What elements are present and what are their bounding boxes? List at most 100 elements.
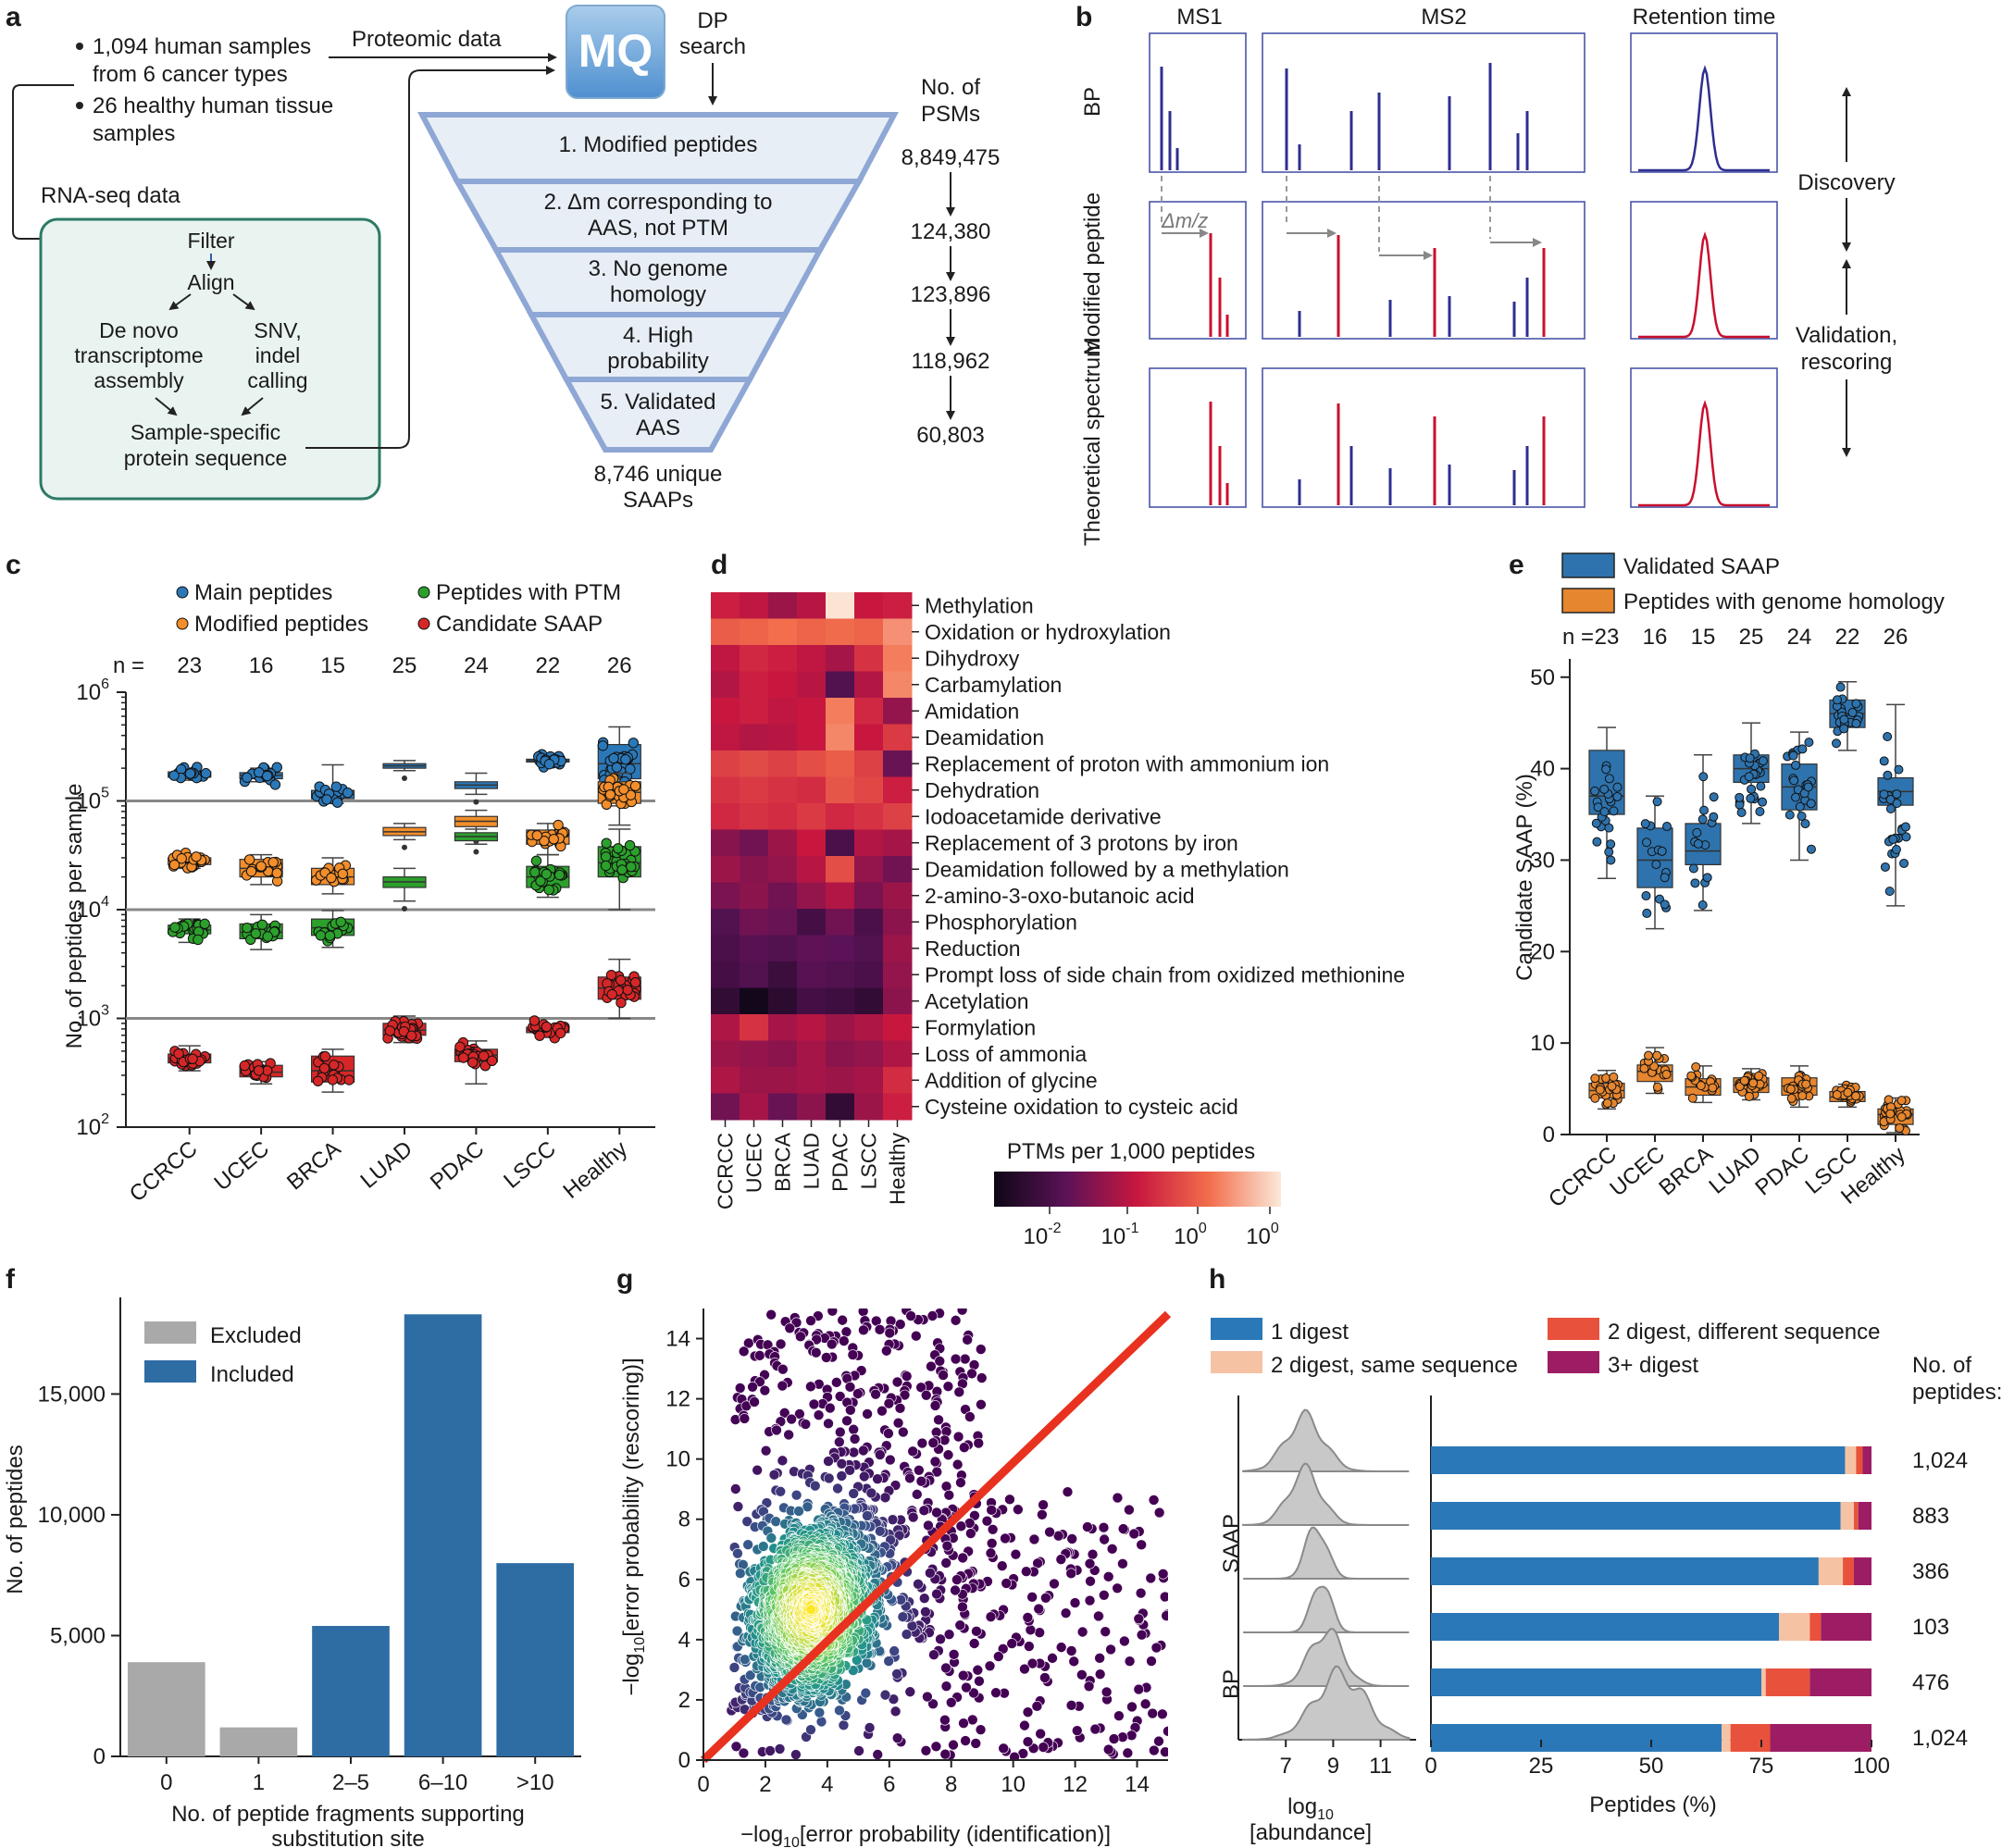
c-sample-point (173, 1048, 184, 1060)
g-xlabel: −log10[error probability (identification… (740, 1822, 1111, 1848)
g-point (1102, 1743, 1114, 1755)
abundance-ridge (1242, 1408, 1410, 1472)
g-point (969, 1509, 980, 1521)
heatmap-cell (740, 671, 769, 699)
c-sample-point (200, 768, 212, 779)
h-peptide-count: 1,024 (1912, 1726, 1968, 1751)
g-point (1087, 1548, 1099, 1560)
heatmap-cell (883, 671, 913, 699)
heatmap-cell (854, 987, 884, 1015)
g-point (920, 1389, 932, 1401)
ridge-xlabel-sub: 10 (1317, 1807, 1334, 1823)
g-point (945, 1696, 957, 1708)
e-sample-point (1709, 812, 1719, 822)
heatmap-col-label: UCEC (742, 1133, 766, 1193)
g-xtick-label: 0 (697, 1772, 709, 1797)
e-n-value: 22 (1835, 625, 1860, 650)
g-point (899, 1389, 911, 1401)
heatmap-cell (768, 724, 798, 751)
c-sample-point (625, 763, 636, 775)
f-xtick-label: 2–5 (332, 1770, 369, 1795)
g-point (1163, 1726, 1168, 1737)
heatmap-row-label: Replacement of proton with ammonium ion (925, 751, 1329, 775)
c-xtick-label: BRCA (282, 1136, 345, 1196)
g-point (943, 1489, 955, 1501)
col-ms2: MS2 (1421, 5, 1466, 30)
f-bar (127, 1662, 205, 1756)
g-point (1065, 1645, 1077, 1656)
heatmap-cell (797, 935, 827, 962)
g-xtick-label: 6 (883, 1772, 895, 1797)
g-point (811, 1333, 822, 1346)
g-point (1133, 1683, 1145, 1695)
g-point (1068, 1656, 1080, 1668)
g-point (1146, 1656, 1157, 1667)
heatmap-cell (826, 645, 855, 672)
g-point (965, 1528, 976, 1539)
g-point (836, 1457, 848, 1470)
heatmap-row-label: Methylation (925, 593, 1034, 617)
g-point (759, 1384, 771, 1396)
c-sample-point (193, 934, 204, 946)
g-point (1085, 1575, 1096, 1587)
c-sample-point (600, 860, 612, 872)
c-ytick-exponent: 2 (101, 1111, 109, 1127)
g-point (865, 1487, 877, 1499)
g-point (757, 1541, 769, 1552)
e-sample-point (1692, 827, 1702, 837)
g-point (813, 1409, 825, 1420)
c-ytick-label: 103 (76, 1003, 109, 1032)
e-n-value: 15 (1691, 625, 1716, 650)
c-ytick-label: 102 (76, 1111, 109, 1140)
f-bar (404, 1314, 482, 1756)
g-point (957, 1552, 968, 1564)
g-point (765, 1532, 777, 1544)
g-point (968, 1638, 980, 1649)
g-point (738, 1346, 750, 1358)
c-sample-point (615, 974, 627, 986)
h-bar-segment (1431, 1668, 1761, 1696)
g-point (1076, 1626, 1088, 1638)
heatmap-cell (768, 856, 798, 883)
g-point (826, 1338, 838, 1350)
heatmap-cell (883, 935, 913, 962)
heatmap-cell (883, 645, 913, 672)
heatmap-cell (711, 987, 740, 1015)
c-ytick-exponent: 4 (101, 894, 109, 910)
e-sample-point (1639, 1063, 1649, 1073)
heatmap-cell (797, 909, 827, 936)
g-point (735, 1568, 746, 1579)
g-point (958, 1718, 969, 1729)
c-sample-point (618, 784, 629, 795)
sample-specific-label-2: protein sequence (124, 446, 287, 470)
g-point (968, 1687, 979, 1699)
c-sample-point (255, 861, 267, 872)
g-point (874, 1324, 886, 1335)
g-point (1033, 1603, 1045, 1615)
g-point (939, 1748, 951, 1760)
funnel-label-2a: 2. Δm corresponding to (544, 190, 773, 215)
maxquant-logo (566, 5, 665, 99)
heatmap-cell (768, 829, 798, 857)
g-point (973, 1437, 985, 1449)
snv-label-2: indel (255, 343, 301, 367)
e-sample-point (1739, 1075, 1749, 1085)
g-point (1038, 1499, 1049, 1511)
e-sample-point (1883, 732, 1893, 742)
g-point (834, 1705, 845, 1717)
legend-included: Included (210, 1362, 294, 1387)
g-point (1093, 1610, 1104, 1622)
g-point (1145, 1572, 1157, 1584)
e-sample-point (1696, 1081, 1706, 1091)
g-point (1000, 1532, 1011, 1544)
e-sample-point (1693, 838, 1703, 849)
legend-3plus-digest: 3+ digest (1608, 1353, 1698, 1378)
g-point (1083, 1681, 1095, 1693)
e-sample-point (1641, 891, 1651, 901)
e-sample-point (1702, 873, 1712, 883)
c-sample-point (253, 1065, 265, 1076)
heatmap-cell (883, 724, 913, 751)
g-point (914, 1464, 925, 1476)
g-point (1099, 1533, 1110, 1545)
